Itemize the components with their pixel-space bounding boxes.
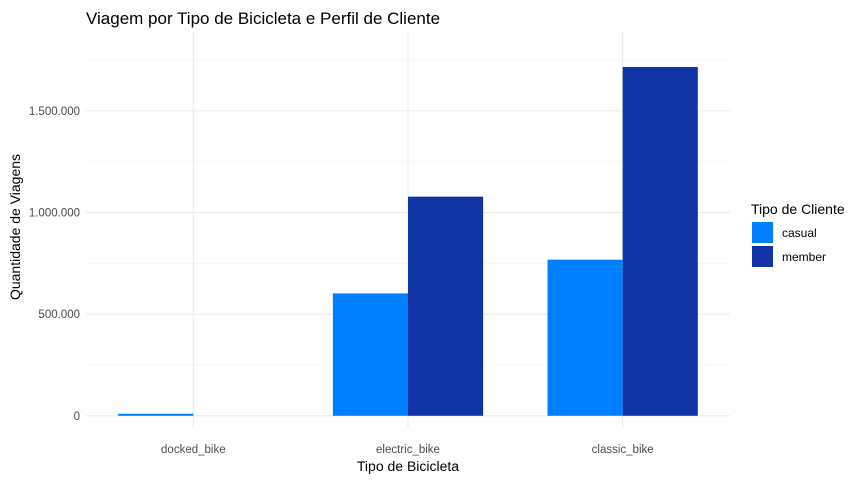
legend: Tipo de Cliente casual member [751,201,845,267]
y-tick-label: 1.000.000 [29,208,80,220]
y-axis-title: Quantidade de Viagens [7,154,23,300]
bar-member-electric_bike [408,196,484,416]
bars [118,66,698,416]
bar-casual-docked_bike [118,413,194,416]
y-tick-label: 0 [74,411,80,423]
legend-label-casual: casual [782,226,817,240]
legend-label-member: member [782,250,826,264]
axis-ticks: 0 500.000 1.000.000 1.500.000 docked_bike ele… [29,106,654,456]
x-tick-label: classic_bike [592,444,654,456]
x-axis-title: Tipo de Bicicleta [357,458,459,474]
legend-title: Tipo de Cliente [751,201,845,217]
y-tick-label: 1.500.000 [29,106,80,118]
legend-swatch-casual [752,222,773,243]
bar-casual-electric_bike [332,293,408,416]
legend-swatch-member [752,246,773,267]
chart-title: Viagem por Tipo de Bicicleta e Perfil de… [86,9,440,28]
bar-member-classic_bike [622,66,698,416]
x-tick-label: docked_bike [161,444,226,456]
x-tick-label: electric_bike [376,444,440,456]
legend-items: casual member [752,222,826,267]
y-tick-label: 500.000 [38,309,80,321]
bar-casual-classic_bike [547,259,623,416]
